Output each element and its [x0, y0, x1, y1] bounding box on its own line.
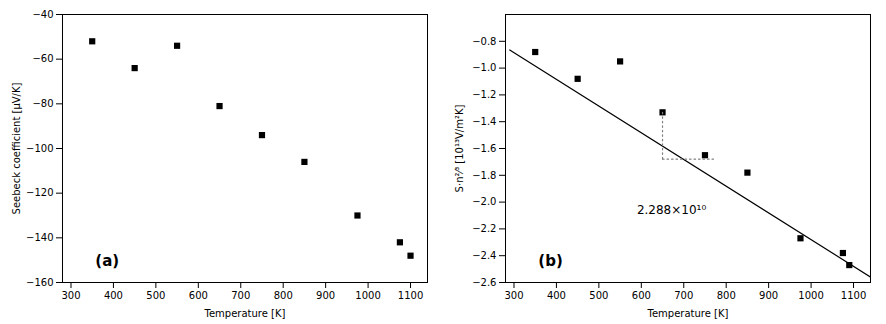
svg-text:300: 300: [504, 290, 523, 301]
svg-text:−2.4: −2.4: [472, 250, 496, 261]
svg-text:400: 400: [104, 290, 123, 301]
svg-text:(a): (a): [95, 252, 119, 270]
svg-text:−1.6: −1.6: [472, 143, 496, 154]
svg-text:700: 700: [674, 290, 693, 301]
svg-text:2.288×10¹⁰: 2.288×10¹⁰: [637, 203, 706, 217]
svg-text:1100: 1100: [398, 290, 423, 301]
svg-text:Temperature [K]: Temperature [K]: [647, 308, 729, 319]
svg-text:900: 900: [316, 290, 335, 301]
svg-text:−60: −60: [32, 53, 53, 64]
svg-text:Seebeck coefficient [μV/K]: Seebeck coefficient [μV/K]: [11, 82, 22, 214]
svg-text:−1.8: −1.8: [472, 170, 496, 181]
svg-text:S·n²⁄³ [10¹³V/m²K]: S·n²⁄³ [10¹³V/m²K]: [454, 105, 465, 193]
svg-text:600: 600: [632, 290, 651, 301]
svg-text:600: 600: [189, 290, 208, 301]
svg-text:−160: −160: [26, 277, 53, 288]
svg-text:−100: −100: [26, 143, 53, 154]
svg-text:−2.2: −2.2: [472, 223, 496, 234]
svg-text:400: 400: [547, 290, 566, 301]
svg-text:−0.8: −0.8: [472, 36, 496, 47]
svg-text:−120: −120: [26, 187, 53, 198]
svg-text:800: 800: [274, 290, 293, 301]
svg-text:500: 500: [146, 290, 165, 301]
svg-text:1100: 1100: [841, 290, 866, 301]
svg-text:−40: −40: [32, 9, 53, 20]
svg-text:1000: 1000: [355, 290, 380, 301]
svg-text:700: 700: [231, 290, 250, 301]
svg-text:−1.0: −1.0: [472, 62, 496, 73]
svg-text:(b): (b): [538, 252, 562, 270]
svg-text:800: 800: [717, 290, 736, 301]
svg-text:−1.2: −1.2: [472, 89, 496, 100]
svg-text:−2.6: −2.6: [472, 277, 496, 288]
svg-text:500: 500: [589, 290, 608, 301]
svg-text:1000: 1000: [798, 290, 823, 301]
svg-text:300: 300: [61, 290, 80, 301]
svg-text:−2.0: −2.0: [472, 196, 496, 207]
svg-text:−1.4: −1.4: [472, 116, 496, 127]
svg-text:900: 900: [759, 290, 778, 301]
svg-text:−140: −140: [26, 232, 53, 243]
svg-text:−80: −80: [32, 98, 53, 109]
svg-text:Temperature [K]: Temperature [K]: [204, 308, 286, 319]
